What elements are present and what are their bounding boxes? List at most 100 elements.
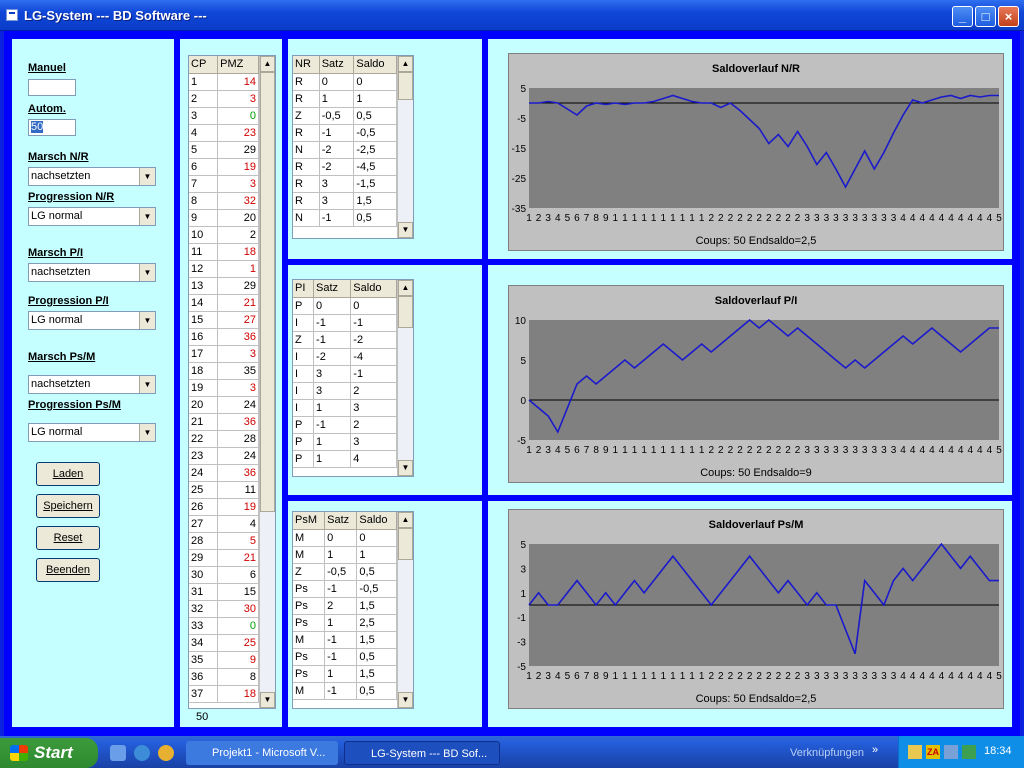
table-row[interactable]: 28 5 xyxy=(189,532,259,550)
scroll-thumb[interactable] xyxy=(398,72,413,100)
table-row[interactable]: 10 2 xyxy=(189,226,259,244)
table-row[interactable]: I -1 -1 xyxy=(293,314,397,332)
table-row[interactable]: 15 27 xyxy=(189,311,259,329)
media-player-icon[interactable] xyxy=(158,745,174,761)
table-row[interactable]: 4 23 xyxy=(189,124,259,142)
table-row[interactable]: Ps 1 2,5 xyxy=(293,614,397,632)
psm-scrollbar[interactable]: ▲ ▼ xyxy=(397,512,413,708)
chevron-down-icon[interactable]: ▼ xyxy=(139,312,155,329)
column-header[interactable]: NR xyxy=(293,56,320,74)
table-row[interactable]: 6 19 xyxy=(189,158,259,176)
table-row[interactable]: 18 35 xyxy=(189,362,259,380)
table-row[interactable]: 23 24 xyxy=(189,447,259,465)
table-row[interactable]: 32 30 xyxy=(189,600,259,618)
table-row[interactable]: 26 19 xyxy=(189,498,259,516)
table-row[interactable]: 12 1 xyxy=(189,260,259,278)
table-row[interactable]: 29 21 xyxy=(189,549,259,567)
scroll-down-icon[interactable]: ▼ xyxy=(398,692,413,708)
manuel-input[interactable] xyxy=(28,79,76,96)
table-row[interactable]: 11 18 xyxy=(189,243,259,261)
table-row[interactable]: R -1 -0,5 xyxy=(293,124,397,142)
marsch-pi-select[interactable]: nachsetzten ▼ xyxy=(28,263,156,282)
chevron-right-icon[interactable]: » xyxy=(872,744,879,756)
security-icon[interactable] xyxy=(962,745,976,759)
printer-icon[interactable] xyxy=(944,745,958,759)
table-row[interactable]: R -2 -4,5 xyxy=(293,158,397,176)
table-row[interactable]: 21 36 xyxy=(189,413,259,431)
chevron-down-icon[interactable]: ▼ xyxy=(139,168,155,185)
table-row[interactable]: N -1 0,5 xyxy=(293,209,397,227)
table-row[interactable]: N -2 -2,5 xyxy=(293,141,397,159)
speichern-button[interactable]: Speichern xyxy=(36,494,100,518)
chevron-down-icon[interactable]: ▼ xyxy=(139,264,155,281)
reset-button[interactable]: Reset xyxy=(36,526,100,550)
table-row[interactable]: Ps -1 -0,5 xyxy=(293,580,397,598)
nr-grid[interactable]: NR Satz Saldo R 0 0 R 1 1 Z -0,5 0,5 R -1 -0,5 N -2 -2,5 R… xyxy=(292,55,414,239)
table-row[interactable]: 25 11 xyxy=(189,481,259,499)
marsch-psm-select[interactable]: nachsetzten ▼ xyxy=(28,375,156,394)
cp-grid[interactable]: CP PMZ 1 14 2 3 3 0 4 23 5 29 6 19 7 3 8 32 9 20 10 2 11 18 12 1 1… xyxy=(188,55,276,709)
table-row[interactable]: 20 24 xyxy=(189,396,259,414)
internet-explorer-icon[interactable] xyxy=(134,745,150,761)
scroll-up-icon[interactable]: ▲ xyxy=(398,56,413,72)
table-row[interactable]: 22 28 xyxy=(189,430,259,448)
progression-pi-select[interactable]: LG normal ▼ xyxy=(28,311,156,330)
table-row[interactable]: 31 15 xyxy=(189,583,259,601)
table-row[interactable]: I -2 -4 xyxy=(293,348,397,366)
scroll-thumb[interactable] xyxy=(398,528,413,560)
laden-button[interactable]: Laden xyxy=(36,462,100,486)
table-row[interactable]: 5 29 xyxy=(189,141,259,159)
column-header[interactable]: Satz xyxy=(319,56,355,74)
column-header[interactable]: Satz xyxy=(324,512,358,530)
maximize-icon[interactable]: □ xyxy=(975,6,996,27)
table-row[interactable]: R 3 -1,5 xyxy=(293,175,397,193)
table-row[interactable]: Ps 2 1,5 xyxy=(293,597,397,615)
chevron-down-icon[interactable]: ▼ xyxy=(139,424,155,441)
marsch-nr-select[interactable]: nachsetzten ▼ xyxy=(28,167,156,186)
table-row[interactable]: P -1 2 xyxy=(293,416,397,434)
table-row[interactable]: R 3 1,5 xyxy=(293,192,397,210)
table-row[interactable]: 24 36 xyxy=(189,464,259,482)
scroll-down-icon[interactable]: ▼ xyxy=(260,692,275,708)
table-row[interactable]: 35 9 xyxy=(189,651,259,669)
task-projekt1[interactable]: Projekt1 - Microsoft V... xyxy=(186,741,338,765)
close-icon[interactable]: × xyxy=(998,6,1019,27)
column-header[interactable]: PsM xyxy=(293,512,326,530)
autom-input[interactable]: 50 xyxy=(28,119,76,136)
psm-grid[interactable]: PsM Satz Saldo M 0 0 M 1 1 Z -0,5 0,5 Ps -1 -0,5 Ps 2 1,5… xyxy=(292,511,414,709)
table-row[interactable]: M -1 0,5 xyxy=(293,682,397,700)
scroll-thumb[interactable] xyxy=(398,296,413,328)
minimize-icon[interactable]: _ xyxy=(952,6,973,27)
table-row[interactable]: 19 3 xyxy=(189,379,259,397)
cp-scrollbar[interactable]: ▲ ▼ xyxy=(259,56,275,708)
nr-scrollbar[interactable]: ▲ ▼ xyxy=(397,56,413,238)
scroll-down-icon[interactable]: ▼ xyxy=(398,460,413,476)
scroll-thumb[interactable] xyxy=(260,72,275,512)
table-row[interactable]: 9 20 xyxy=(189,209,259,227)
table-row[interactable]: I 3 -1 xyxy=(293,365,397,383)
pi-grid[interactable]: PI Satz Saldo P 0 0 I -1 -1 Z -1 -2 I -2 -4 I 3 -1 I 3 2 I 1 3 P… xyxy=(292,279,414,477)
table-row[interactable]: Z -0,5 0,5 xyxy=(293,107,397,125)
pi-scrollbar[interactable]: ▲ ▼ xyxy=(397,280,413,476)
table-row[interactable]: 16 36 xyxy=(189,328,259,346)
table-row[interactable]: Ps 1 1,5 xyxy=(293,665,397,683)
table-row[interactable]: Ps -1 0,5 xyxy=(293,648,397,666)
table-row[interactable]: Z -0,5 0,5 xyxy=(293,563,397,581)
table-row[interactable]: 34 25 xyxy=(189,634,259,652)
table-row[interactable]: 17 3 xyxy=(189,345,259,363)
zonealarm-icon[interactable]: ZA xyxy=(926,745,940,759)
column-header[interactable]: Saldo xyxy=(350,280,397,298)
column-header[interactable]: Saldo xyxy=(356,512,397,530)
progression-psm-select[interactable]: LG normal ▼ xyxy=(28,423,156,442)
